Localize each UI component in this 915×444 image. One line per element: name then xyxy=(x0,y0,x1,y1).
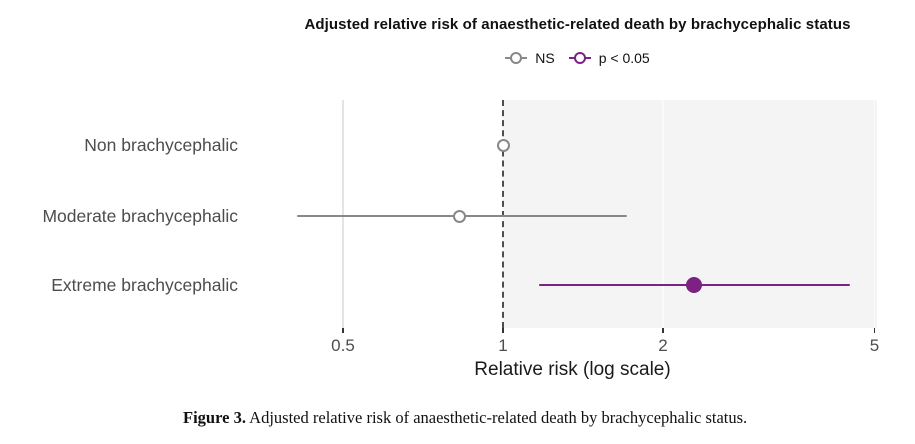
open-circle-errorbar-icon xyxy=(505,51,528,65)
x-axis-title: Relative risk (log scale) xyxy=(474,359,671,380)
shaded-region xyxy=(503,100,877,328)
tick-mark-0.5 xyxy=(342,328,344,333)
reference-line xyxy=(502,100,504,328)
chart-panel xyxy=(268,100,877,328)
tick-label-0.5: 0.5 xyxy=(331,336,355,355)
tick-mark-5 xyxy=(873,328,876,333)
gridline-0.5 xyxy=(342,100,344,328)
legend-item-significant: p < 0.05 xyxy=(568,50,650,66)
open-circle-errorbar-icon xyxy=(568,51,591,65)
tick-mark-1 xyxy=(502,328,504,333)
point-marker-ns xyxy=(453,209,467,223)
legend: NS p < 0.05 xyxy=(240,50,915,66)
figure-label: Figure 3. xyxy=(183,408,246,427)
gridline-2 xyxy=(662,100,664,328)
tick-label-1: 1 xyxy=(498,336,508,355)
plot-title: Adjusted relative risk of anaesthetic-re… xyxy=(304,16,851,33)
category-label: Moderate brachycephalic xyxy=(42,206,238,226)
caption-text: Adjusted relative risk of anaesthetic-re… xyxy=(245,408,748,427)
point-marker-ns xyxy=(496,138,510,152)
figure-caption: Figure 3. Adjusted relative risk of anae… xyxy=(183,408,893,428)
point-marker-significant xyxy=(686,277,703,293)
legend-label: p < 0.05 xyxy=(598,50,650,66)
legend-item-ns: NS xyxy=(505,50,555,66)
gridline-5 xyxy=(873,100,876,328)
category-label: Non brachycephalic xyxy=(84,135,238,155)
tick-label-5: 5 xyxy=(869,336,880,355)
legend-label: NS xyxy=(535,50,555,66)
tick-label-2: 2 xyxy=(658,336,668,355)
category-label: Extreme brachycephalic xyxy=(51,275,238,295)
tick-mark-2 xyxy=(662,328,664,333)
